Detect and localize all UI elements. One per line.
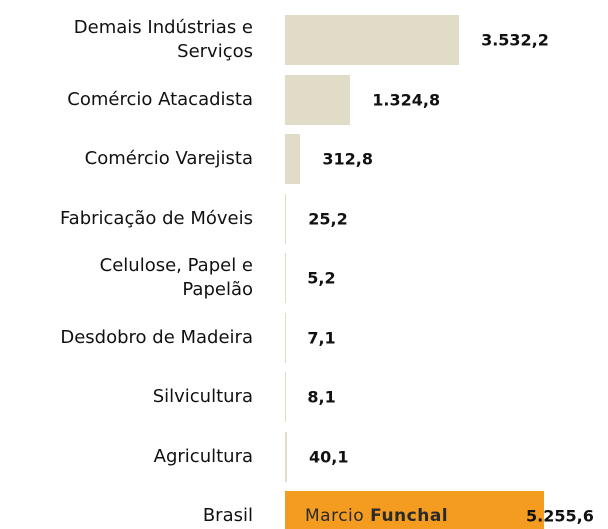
value-label: 40,1 [308, 447, 349, 466]
value-label: 5.255,6 [526, 506, 594, 526]
bar [285, 74, 351, 125]
category-label: Comércio Varejista [84, 148, 253, 169]
value-label: 7,1 [307, 328, 336, 347]
category-label: Celulose, Papel e Papelão [99, 255, 253, 300]
watermark: Marcio Funchal [305, 506, 448, 526]
bar [285, 193, 287, 244]
category-label: Agricultura [153, 445, 253, 467]
watermark-last: Funchal [370, 506, 449, 526]
value-label: 3.532,2 [481, 30, 549, 50]
value-label: 312,8 [322, 149, 374, 169]
value-label: 8,1 [307, 387, 336, 407]
value-label: 5,2 [307, 268, 336, 288]
bar [285, 15, 460, 65]
bar [285, 491, 544, 529]
watermark-first: Marcio [305, 506, 365, 526]
category-label: Silvicultura [152, 386, 253, 407]
category-label: Comércio Atacadista [67, 88, 253, 110]
bar [285, 431, 287, 482]
category-label: Demais Indústrias e Serviços [73, 17, 253, 62]
category-label: Brasil [202, 505, 253, 526]
category-label: Desdobro de Madeira [60, 326, 253, 348]
value-label: 1.324,8 [372, 90, 441, 109]
value-label: 25,2 [308, 209, 348, 228]
category-label: Fabricação de Móveis [59, 207, 253, 229]
bar [285, 134, 301, 184]
